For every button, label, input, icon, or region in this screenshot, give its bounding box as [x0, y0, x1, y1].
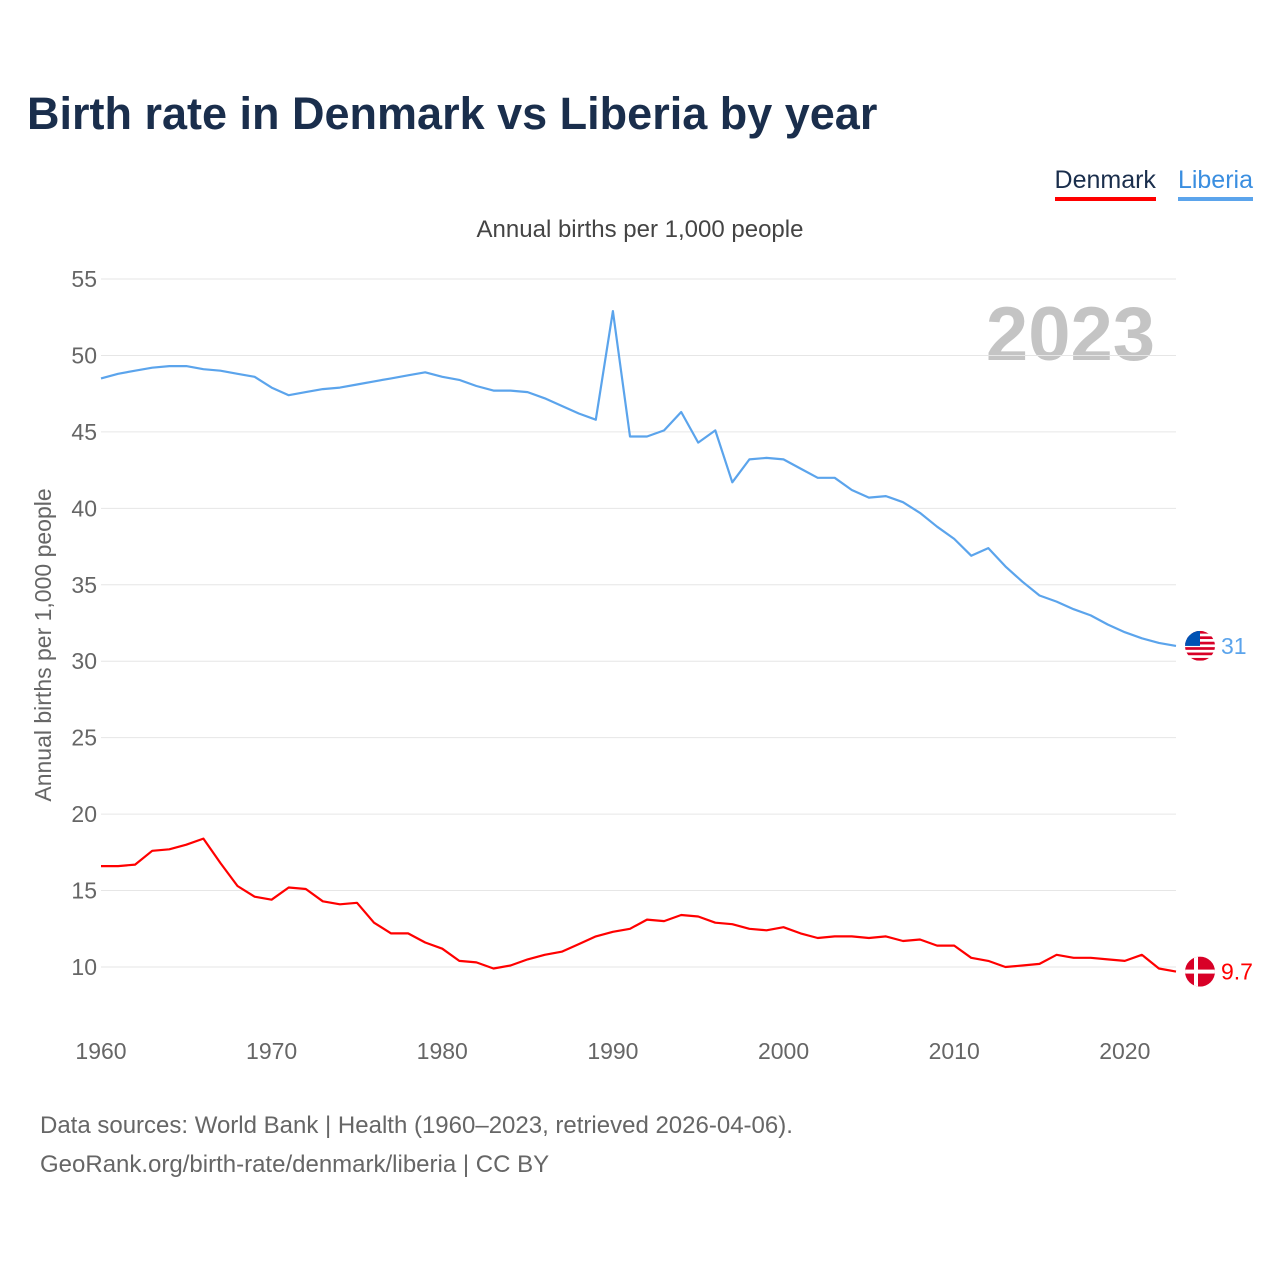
y-tick-label: 40: [71, 495, 97, 521]
x-tick-label: 1970: [246, 1038, 297, 1064]
flag-icon-denmark: [1185, 956, 1215, 987]
y-axis-label: Annual births per 1,000 people: [30, 488, 56, 801]
y-tick-label: 10: [71, 954, 97, 980]
source-note: Data sources: World Bank | Health (1960–…: [40, 1106, 793, 1184]
x-tick-label: 2010: [929, 1038, 980, 1064]
x-tick-label: 2000: [758, 1038, 809, 1064]
y-tick-label: 15: [71, 878, 97, 904]
y-tick-label: 25: [71, 725, 97, 751]
legend: Denmark Liberia: [1054, 166, 1253, 201]
end-value-label-liberia: 31: [1221, 633, 1247, 659]
x-tick-label: 2020: [1099, 1038, 1150, 1064]
y-tick-label: 50: [71, 342, 97, 368]
y-tick-label: 35: [71, 572, 97, 598]
flag-icon-liberia: [1185, 630, 1215, 661]
chart-title: Birth rate in Denmark vs Liberia by year: [27, 88, 878, 139]
y-tick-label: 20: [71, 801, 97, 827]
y-tick-label: 55: [71, 266, 97, 292]
y-tick-label: 45: [71, 419, 97, 445]
legend-item-liberia[interactable]: Liberia: [1177, 166, 1253, 201]
x-tick-label: 1990: [587, 1038, 638, 1064]
legend-item-denmark[interactable]: Denmark: [1054, 166, 1156, 201]
y-tick-label: 30: [71, 648, 97, 674]
x-tick-label: 1980: [417, 1038, 468, 1064]
x-tick-label: 1960: [75, 1038, 126, 1064]
end-value-label-denmark: 9.7: [1221, 959, 1253, 985]
year-watermark: 2023: [986, 292, 1155, 377]
source-line-1: Data sources: World Bank | Health (1960–…: [40, 1112, 793, 1139]
series-line-denmark: [101, 837, 1177, 973]
series-line-liberia: [100, 310, 1177, 647]
source-line-2[interactable]: GeoRank.org/birth-rate/denmark/liberia |…: [40, 1151, 550, 1178]
chart-subtitle: Annual births per 1,000 people: [476, 216, 804, 243]
